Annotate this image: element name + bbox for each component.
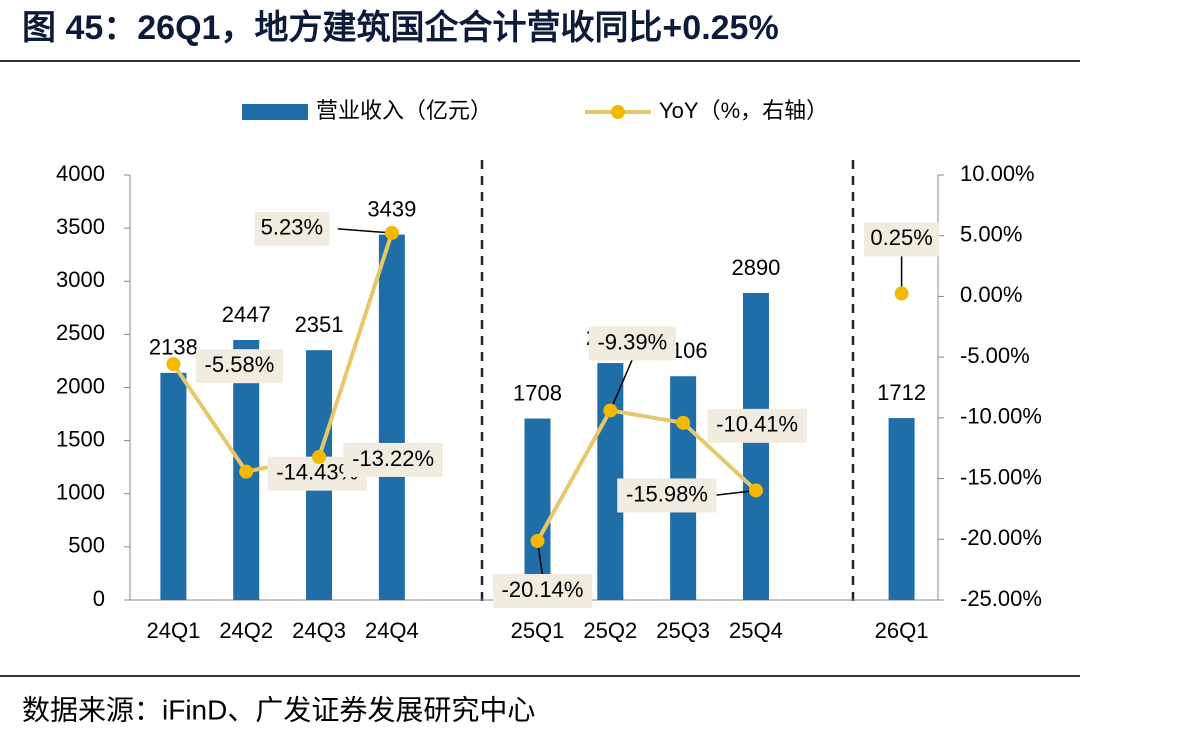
x-tick-label: 25Q2 bbox=[583, 618, 637, 643]
label-box bbox=[617, 478, 717, 513]
bar bbox=[742, 292, 769, 600]
yoy-point bbox=[384, 225, 399, 240]
y-tick-label: 1500 bbox=[56, 426, 105, 451]
y-tick-label: 1000 bbox=[56, 480, 105, 505]
yoy-value-label: -13.22% bbox=[352, 446, 434, 471]
bar-value-label: 1708 bbox=[513, 380, 562, 405]
bar bbox=[160, 372, 187, 600]
label-box bbox=[864, 222, 940, 257]
label-leader bbox=[609, 359, 634, 411]
y-tick-label: 500 bbox=[68, 533, 105, 558]
legend-label: YoY（%，右轴） bbox=[659, 98, 828, 123]
bar bbox=[888, 418, 915, 600]
label-box bbox=[254, 211, 330, 246]
yoy-point bbox=[239, 464, 254, 479]
bar-value-label: 3439 bbox=[367, 196, 416, 221]
yoy-point bbox=[166, 357, 181, 372]
yoy-point bbox=[530, 533, 545, 548]
bar-value-label: 1712 bbox=[877, 380, 926, 405]
yoy-point bbox=[748, 483, 763, 498]
label-leader bbox=[712, 489, 757, 497]
label-box bbox=[343, 442, 443, 477]
yoy-value-label: -9.39% bbox=[597, 329, 667, 354]
y2-tick-label: -10.00% bbox=[960, 404, 1042, 429]
legend-swatch bbox=[242, 104, 308, 120]
label-leader bbox=[337, 228, 392, 234]
y-tick-label: 4000 bbox=[56, 161, 105, 186]
y2-tick-label: 5.00% bbox=[960, 222, 1022, 247]
yoy-point bbox=[894, 286, 909, 301]
y-tick-label: 3000 bbox=[56, 267, 105, 292]
x-tick-label: 25Q1 bbox=[511, 618, 565, 643]
bar-value-label: 2890 bbox=[731, 255, 780, 280]
yoy-point bbox=[676, 415, 691, 430]
y2-tick-label: -5.00% bbox=[960, 343, 1030, 368]
yoy-value-label: 5.23% bbox=[261, 215, 323, 240]
x-tick-label: 24Q1 bbox=[146, 618, 200, 643]
yoy-value-label: -5.58% bbox=[205, 352, 275, 377]
x-tick-label: 24Q3 bbox=[292, 618, 346, 643]
yoy-line bbox=[535, 408, 758, 542]
y2-tick-label: -20.00% bbox=[960, 525, 1042, 550]
legend-swatch-marker bbox=[611, 105, 625, 119]
y-tick-label: 2000 bbox=[56, 373, 105, 398]
legend-label: 营业收入（亿元） bbox=[316, 98, 492, 123]
x-tick-label: 24Q2 bbox=[219, 618, 273, 643]
bar bbox=[378, 234, 405, 600]
x-tick-label: 26Q1 bbox=[875, 618, 929, 643]
label-box bbox=[588, 326, 676, 361]
chart-title: 图 45：26Q1，地方建筑国企合计营收同比+0.25% bbox=[22, 8, 779, 47]
y2-tick-label: 0.00% bbox=[960, 282, 1022, 307]
bar-value-label: 2447 bbox=[222, 302, 271, 327]
yoy-value-label: 0.25% bbox=[870, 225, 932, 250]
label-box bbox=[195, 349, 284, 384]
label-box bbox=[707, 408, 807, 443]
y-tick-label: 3500 bbox=[56, 214, 105, 239]
yoy-point bbox=[603, 403, 618, 418]
x-tick-label: 25Q4 bbox=[729, 618, 783, 643]
yoy-value-label: -10.41% bbox=[716, 412, 798, 437]
y-tick-label: 2500 bbox=[56, 320, 105, 345]
y2-tick-label: -15.00% bbox=[960, 464, 1042, 489]
x-tick-label: 24Q4 bbox=[365, 618, 419, 643]
yoy-value-label: -20.14% bbox=[502, 577, 584, 602]
y2-tick-label: 10.00% bbox=[960, 161, 1035, 186]
yoy-value-label: -15.98% bbox=[626, 481, 708, 506]
label-box bbox=[492, 573, 593, 608]
bar bbox=[524, 418, 551, 600]
y2-tick-label: -25.00% bbox=[960, 586, 1042, 611]
y-tick-label: 0 bbox=[93, 586, 105, 611]
bar-value-label: 2351 bbox=[295, 312, 344, 337]
source: 数据来源：iFinD、广发证券发展研究中心 bbox=[22, 694, 535, 725]
yoy-point bbox=[312, 449, 327, 464]
bar-value-label: 2138 bbox=[149, 335, 198, 360]
x-tick-label: 25Q3 bbox=[656, 618, 710, 643]
